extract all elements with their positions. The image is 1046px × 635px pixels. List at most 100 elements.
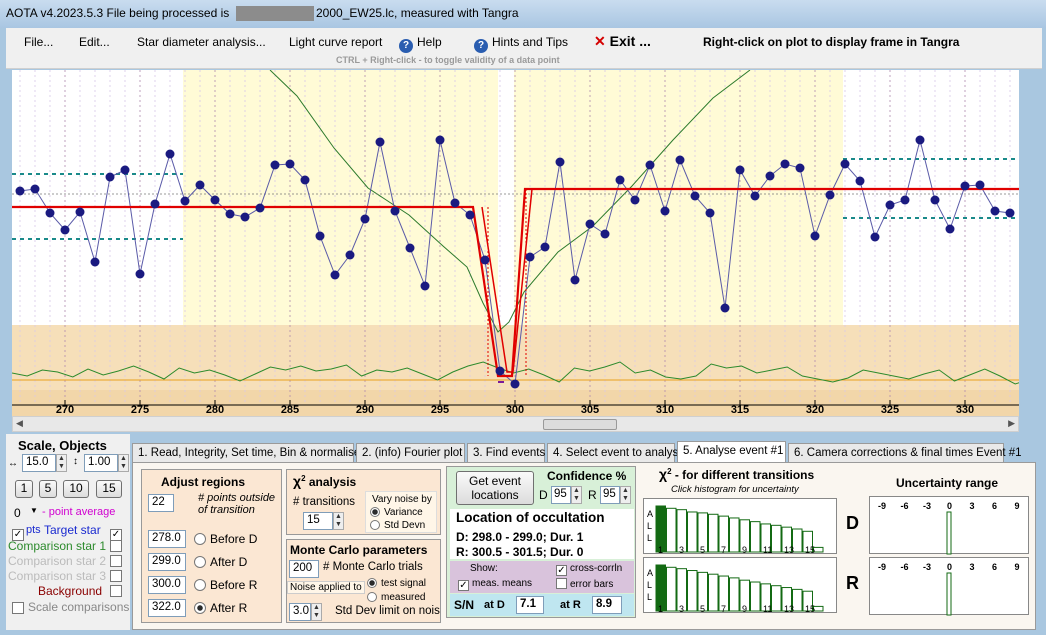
data-point[interactable] (270, 160, 280, 170)
scroll-left-icon[interactable]: ◀ (16, 418, 23, 428)
data-point[interactable] (165, 149, 175, 159)
data-point[interactable] (540, 242, 550, 252)
data-point[interactable] (510, 379, 520, 389)
histogram-bar[interactable] (750, 581, 761, 612)
after-r-input[interactable]: 322.0 (148, 599, 186, 617)
data-point[interactable] (255, 203, 265, 213)
histogram-bar[interactable] (792, 588, 803, 612)
comp2-checkbox[interactable] (110, 554, 125, 568)
data-point[interactable] (720, 303, 730, 313)
histogram-bar[interactable] (750, 521, 761, 553)
histogram-bar[interactable] (802, 590, 813, 612)
histogram-bar[interactable] (676, 509, 687, 553)
histogram-bar[interactable] (676, 568, 687, 612)
tab-find-events[interactable]: 3. Find events (467, 443, 545, 463)
histogram-bar[interactable] (781, 526, 792, 553)
scale-button-1[interactable]: 1 (15, 480, 33, 498)
scale-button-10[interactable]: 10 (63, 480, 89, 498)
light-curve-svg[interactable]: 270 275 280 285 290 295 300 305 310 315 320 325 330 (11, 69, 1031, 416)
data-point[interactable] (975, 180, 985, 190)
stddev-limit-input[interactable]: 3.0 (289, 603, 311, 621)
data-point[interactable] (645, 160, 655, 170)
histogram-bar[interactable] (666, 507, 677, 553)
menu-exit[interactable]: ✕ Exit ... (594, 33, 651, 50)
histogram-bar[interactable] (802, 530, 813, 553)
histogram-bar[interactable] (813, 605, 824, 612)
plot-scrollbar[interactable]: ◀ ▶ (12, 416, 1019, 432)
transitions-input[interactable]: 15 (303, 512, 333, 530)
targets-checkbox[interactable]: ✓ (12, 529, 24, 541)
data-point[interactable] (630, 195, 640, 205)
data-point[interactable] (150, 199, 160, 209)
data-point[interactable] (300, 175, 310, 185)
histogram-bar[interactable] (708, 573, 719, 612)
histogram-bar[interactable] (655, 505, 666, 553)
comp1-checkbox[interactable] (110, 539, 125, 553)
data-point[interactable] (315, 231, 325, 241)
data-point[interactable] (735, 165, 745, 175)
before-r-input[interactable]: 300.0 (148, 576, 186, 594)
histogram-bar[interactable] (687, 511, 698, 553)
data-point[interactable] (495, 366, 505, 376)
scale-button-15[interactable]: 15 (96, 480, 122, 498)
data-point[interactable] (885, 200, 895, 210)
data-point[interactable] (195, 180, 205, 190)
histogram-bar[interactable] (729, 577, 740, 612)
data-point[interactable] (390, 206, 400, 216)
std-devn-radio[interactable]: Std Devn (370, 520, 425, 531)
data-point[interactable] (585, 219, 595, 229)
menu-hints[interactable]: ? Hints and Tips (474, 35, 568, 53)
tab-analyse-event[interactable]: 5. Analyse event #1 (677, 441, 786, 463)
before-d-input[interactable]: 278.0 (148, 530, 186, 548)
data-point[interactable] (990, 206, 1000, 216)
light-curve-plot[interactable]: 270 275 280 285 290 295 300 305 310 315 320 325 330 (11, 69, 1031, 416)
meas-means-checkbox[interactable]: ✓ meas. means (458, 578, 533, 591)
data-point[interactable] (435, 135, 445, 145)
data-point[interactable] (240, 212, 250, 222)
histogram-bar[interactable] (760, 523, 771, 553)
menu-light-curve-report[interactable]: Light curve report (289, 35, 383, 49)
data-point[interactable] (855, 176, 865, 186)
histogram-bar[interactable] (792, 528, 803, 553)
data-point[interactable] (285, 159, 295, 169)
y-scale-spinner[interactable]: ▲ ▼ (118, 454, 129, 472)
data-point[interactable] (375, 137, 385, 147)
d-confidence-input[interactable]: 95 (551, 486, 571, 504)
data-point[interactable] (870, 232, 880, 242)
histogram-bar[interactable] (718, 575, 729, 612)
data-point[interactable] (120, 165, 130, 175)
data-point[interactable] (750, 191, 760, 201)
data-point[interactable] (810, 231, 820, 241)
data-point[interactable] (915, 135, 925, 145)
data-point[interactable] (690, 191, 700, 201)
tab-select-event[interactable]: 4. Select event to analyse (547, 443, 685, 463)
histogram-bar[interactable] (655, 564, 666, 612)
histogram-bar[interactable] (687, 570, 698, 612)
points-outside-input[interactable]: 22 (148, 494, 174, 512)
data-point[interactable] (465, 210, 475, 220)
data-point[interactable] (135, 269, 145, 279)
histogram-bar[interactable] (697, 571, 708, 612)
data-point[interactable] (615, 175, 625, 185)
r-confidence-input[interactable]: 95 (600, 486, 620, 504)
scroll-thumb[interactable] (543, 419, 617, 430)
y-scale-input[interactable]: 1.00 (84, 454, 118, 472)
histogram-bar[interactable] (771, 585, 782, 612)
get-event-locations-button[interactable]: Get event locations (456, 471, 534, 505)
histogram-bar[interactable] (729, 517, 740, 553)
data-point[interactable] (780, 159, 790, 169)
data-point[interactable] (330, 270, 340, 280)
data-point[interactable] (705, 208, 715, 218)
d-histogram[interactable]: A L L 1 3 5 7 9 11 13 15 (643, 498, 838, 555)
data-point[interactable] (210, 195, 220, 205)
tab-fourier[interactable]: 2. (info) Fourier plot (356, 443, 465, 463)
data-point[interactable] (480, 255, 490, 265)
background-checkbox[interactable] (110, 584, 125, 598)
scroll-right-icon[interactable]: ▶ (1008, 418, 1015, 428)
transitions-spinner[interactable]: ▲ ▼ (333, 512, 344, 530)
point-average-value[interactable]: 0 (14, 506, 21, 520)
data-point[interactable] (75, 207, 85, 217)
cross-corr-checkbox[interactable]: ✓ cross-corrln (556, 563, 623, 576)
